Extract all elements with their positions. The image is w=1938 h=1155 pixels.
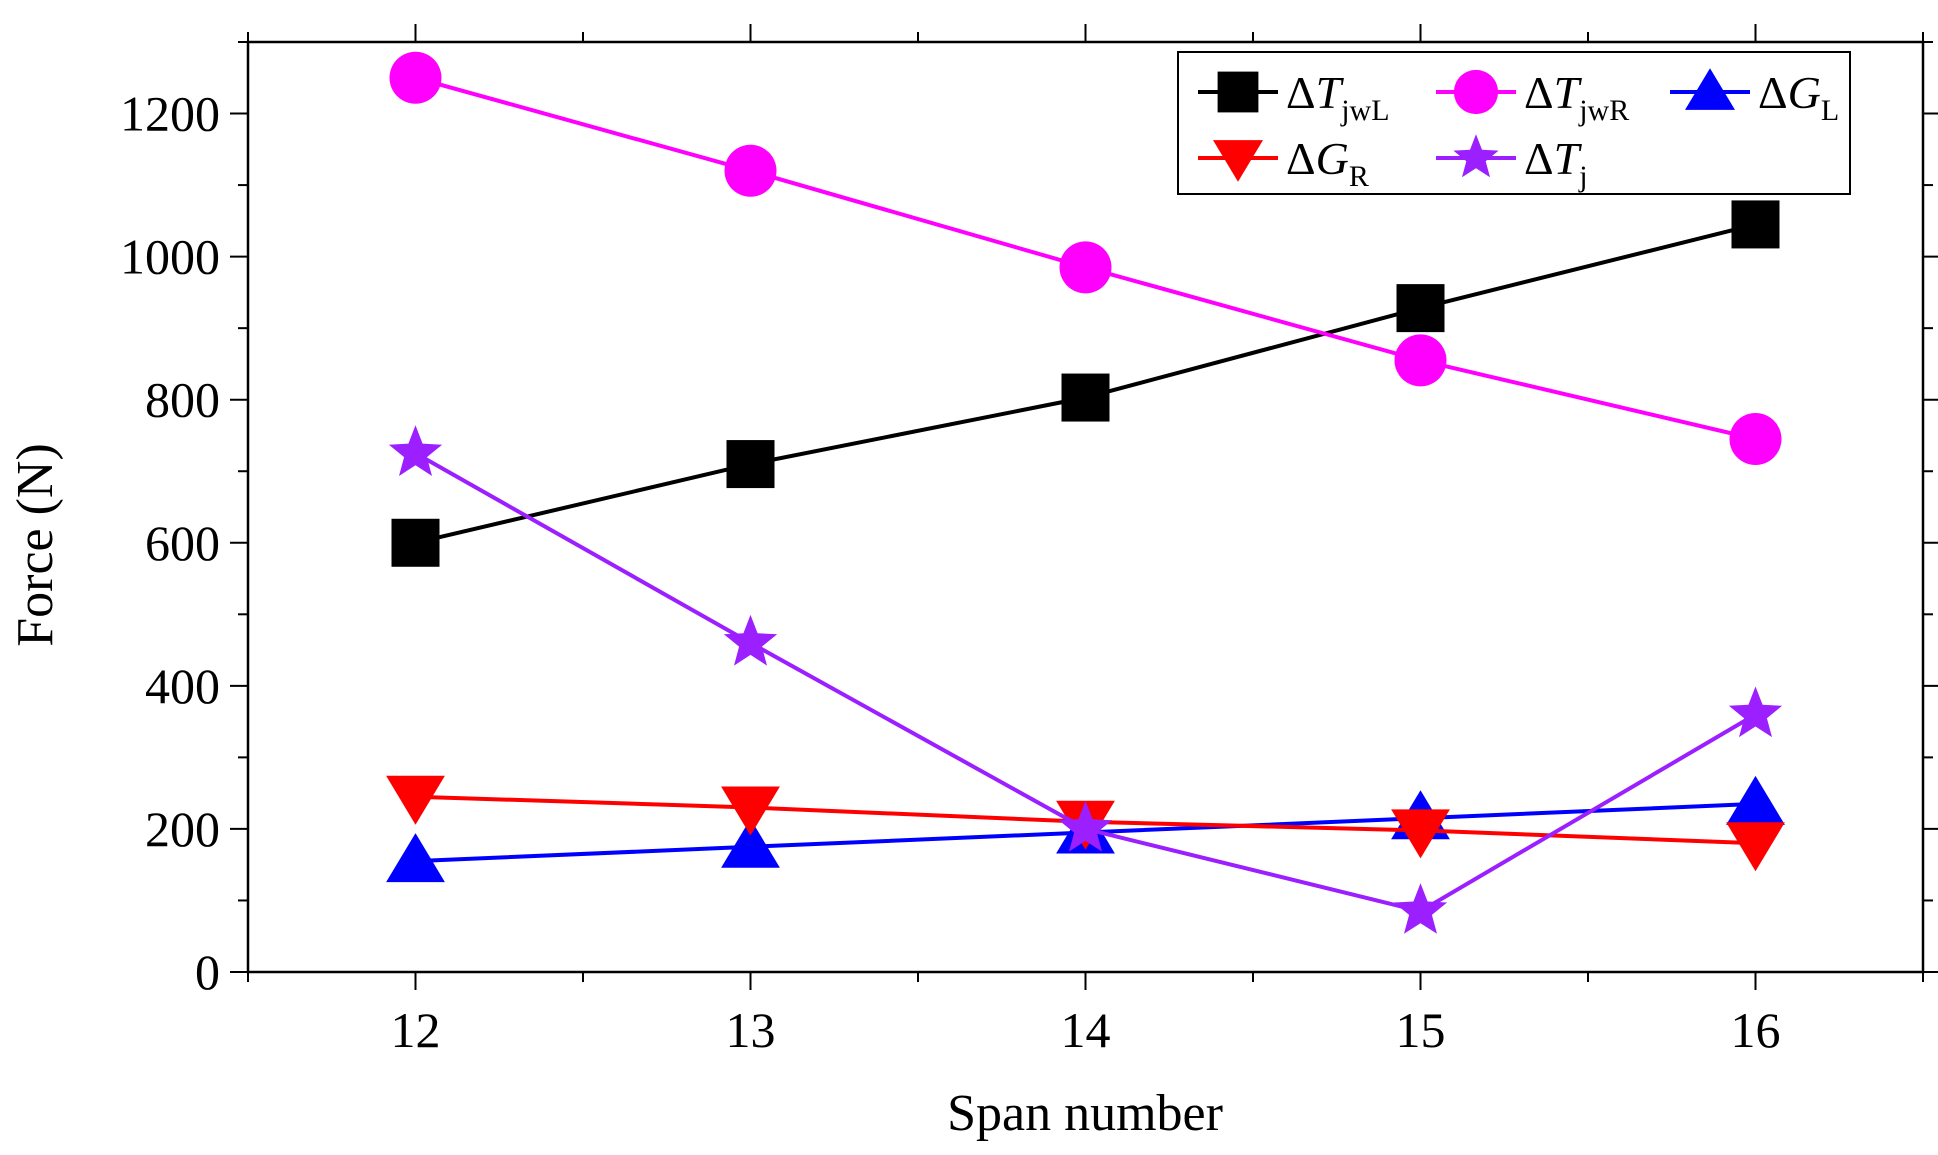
legend-item: ΔGL xyxy=(1670,67,1839,127)
legend-item: ΔGR xyxy=(1198,133,1369,193)
legend-label: ΔTjwR xyxy=(1524,67,1629,127)
legend-item: ΔTj xyxy=(1436,133,1588,193)
legend: ΔTjwL ΔTjwR ΔGL ΔGR ΔTj xyxy=(1177,51,1851,195)
triangle-up-marker xyxy=(721,818,780,868)
square-marker xyxy=(1396,284,1445,333)
x-tick-label: 12 xyxy=(391,1002,441,1058)
triangle-down-marker xyxy=(1391,809,1450,859)
triangle-down-marker xyxy=(1213,140,1263,182)
star-marker xyxy=(388,425,443,476)
circle-marker xyxy=(1453,69,1499,115)
square-marker xyxy=(726,440,775,489)
series-jwr xyxy=(389,51,1782,466)
star-marker xyxy=(723,614,778,666)
circle-marker xyxy=(1729,413,1782,466)
circle-marker xyxy=(1059,241,1112,294)
star-marker xyxy=(1453,134,1499,178)
star-marker xyxy=(1393,883,1448,934)
triangle-down-marker xyxy=(721,786,780,836)
circle-marker xyxy=(389,51,442,104)
triangle-up-marker xyxy=(386,833,445,883)
star-marker xyxy=(1058,800,1113,852)
series-layer xyxy=(386,51,1785,934)
y-tick-label: 400 xyxy=(145,658,220,714)
series-j xyxy=(388,425,1783,934)
legend-item: ΔTjwL xyxy=(1198,67,1390,127)
legend-box xyxy=(1177,51,1851,195)
y-tick-label: 0 xyxy=(195,944,220,1000)
circle-marker xyxy=(724,144,777,197)
series-jwl xyxy=(391,200,1780,567)
triangle-down-marker xyxy=(386,775,445,825)
legend-item: ΔTjwR xyxy=(1436,67,1629,127)
square-marker xyxy=(1061,373,1110,422)
x-tick-label: 14 xyxy=(1061,1002,1111,1058)
x-axis-title: Span number xyxy=(947,1085,1223,1142)
square-marker xyxy=(391,518,440,567)
y-tick-label: 800 xyxy=(145,372,220,428)
legend-label: ΔTj xyxy=(1524,133,1588,193)
circle-marker xyxy=(1394,334,1447,387)
legend-label: ΔTjwL xyxy=(1286,67,1390,127)
triangle-up-marker xyxy=(1726,775,1785,825)
legend-label: ΔGL xyxy=(1758,67,1839,127)
triangle-up-marker xyxy=(1685,68,1735,110)
x-tick-label: 13 xyxy=(726,1002,776,1058)
legend-label: ΔGR xyxy=(1286,133,1369,193)
y-axis-title: Force (N) xyxy=(7,443,64,647)
y-tick-label: 600 xyxy=(145,515,220,571)
x-tick-label: 16 xyxy=(1731,1002,1781,1058)
x-tick-label: 15 xyxy=(1396,1002,1446,1058)
y-tick-label: 200 xyxy=(145,801,220,857)
y-tick-label: 1000 xyxy=(120,229,220,285)
triangle-down-marker xyxy=(1726,822,1785,872)
axes: 12 13 14 15 16 0 200 400 600 800 1000 1200 xyxy=(120,24,1938,1058)
square-marker xyxy=(1731,200,1780,249)
star-marker xyxy=(1728,686,1783,738)
square-marker xyxy=(1217,71,1259,113)
y-tick-label: 1200 xyxy=(120,86,220,142)
